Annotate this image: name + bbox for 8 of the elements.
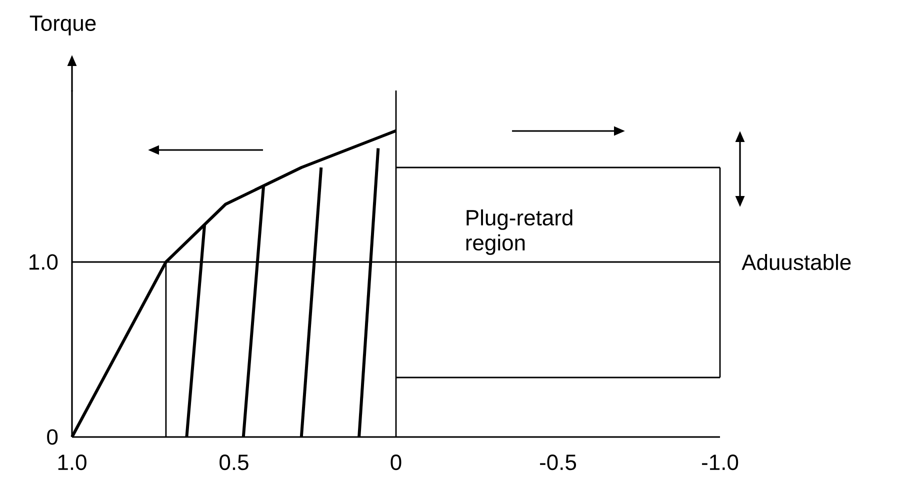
y-axis-title: Torque <box>30 16 96 36</box>
text: Aduustable <box>742 254 851 270</box>
x-tick-label: -0.5 <box>540 454 576 470</box>
x-tick-label: 0 <box>390 454 402 470</box>
x-tick-label: 0.5 <box>220 454 248 470</box>
x-tick-label: 1.0 <box>58 454 86 470</box>
annotation: Plug-retard region <box>466 209 572 255</box>
x-tick-label: -1.0 <box>702 454 738 470</box>
